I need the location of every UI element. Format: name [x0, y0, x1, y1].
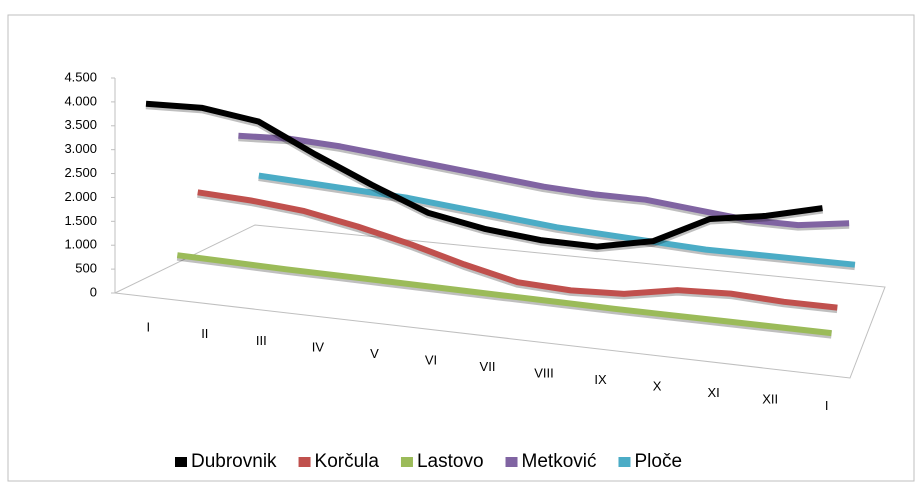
y-tick-label: 3.000	[64, 141, 97, 156]
legend-label: Lastovo	[417, 451, 484, 472]
x-tick-label: XI	[708, 385, 720, 400]
series-line	[197, 189, 838, 311]
y-tick-label: 500	[75, 261, 97, 276]
x-tick-label: VI	[425, 352, 437, 367]
y-tick-label: 1.500	[64, 213, 97, 228]
legend-label: Korčula	[315, 451, 380, 472]
legend: Dubrovnik Korčula Lastovo Metković Ploče	[175, 451, 682, 472]
legend-label: Dubrovnik	[191, 451, 277, 472]
x-tick-label: II	[201, 326, 208, 341]
y-tick-label: 4.500	[64, 69, 97, 84]
legend-swatch	[505, 457, 518, 467]
y-tick-label: 2.000	[64, 189, 97, 204]
floor-outline	[113, 224, 886, 379]
legend-label: Metković	[522, 451, 597, 472]
y-tick-label: 3.500	[64, 117, 97, 132]
x-tick-label: XII	[762, 392, 778, 407]
x-tick-label: X	[653, 379, 662, 394]
x-tick-label: VII	[480, 359, 496, 374]
x-tick-label: I	[146, 320, 150, 335]
floor	[113, 78, 886, 379]
x-tick-label: III	[256, 333, 267, 348]
chart-border	[7, 14, 915, 482]
legend-swatch	[298, 457, 311, 467]
legend-swatch	[400, 457, 413, 467]
series-line	[176, 252, 832, 337]
legend-swatch	[618, 457, 631, 467]
series-line	[258, 172, 856, 268]
y-tick-label: 0	[90, 284, 97, 299]
y-tick-label: 2.500	[64, 165, 97, 180]
y-tick-label: 1.000	[64, 237, 97, 252]
x-tick-label: VIII	[534, 365, 554, 380]
series-line	[145, 100, 823, 250]
x-tick-label: I	[825, 398, 829, 413]
x-tick-label: IV	[312, 339, 325, 354]
y-tick-label: 4.000	[64, 93, 97, 108]
legend-label: Ploče	[634, 451, 682, 472]
legend-swatch	[175, 457, 187, 467]
x-tick-label: IX	[594, 372, 607, 387]
x-tick-label: V	[370, 346, 379, 361]
